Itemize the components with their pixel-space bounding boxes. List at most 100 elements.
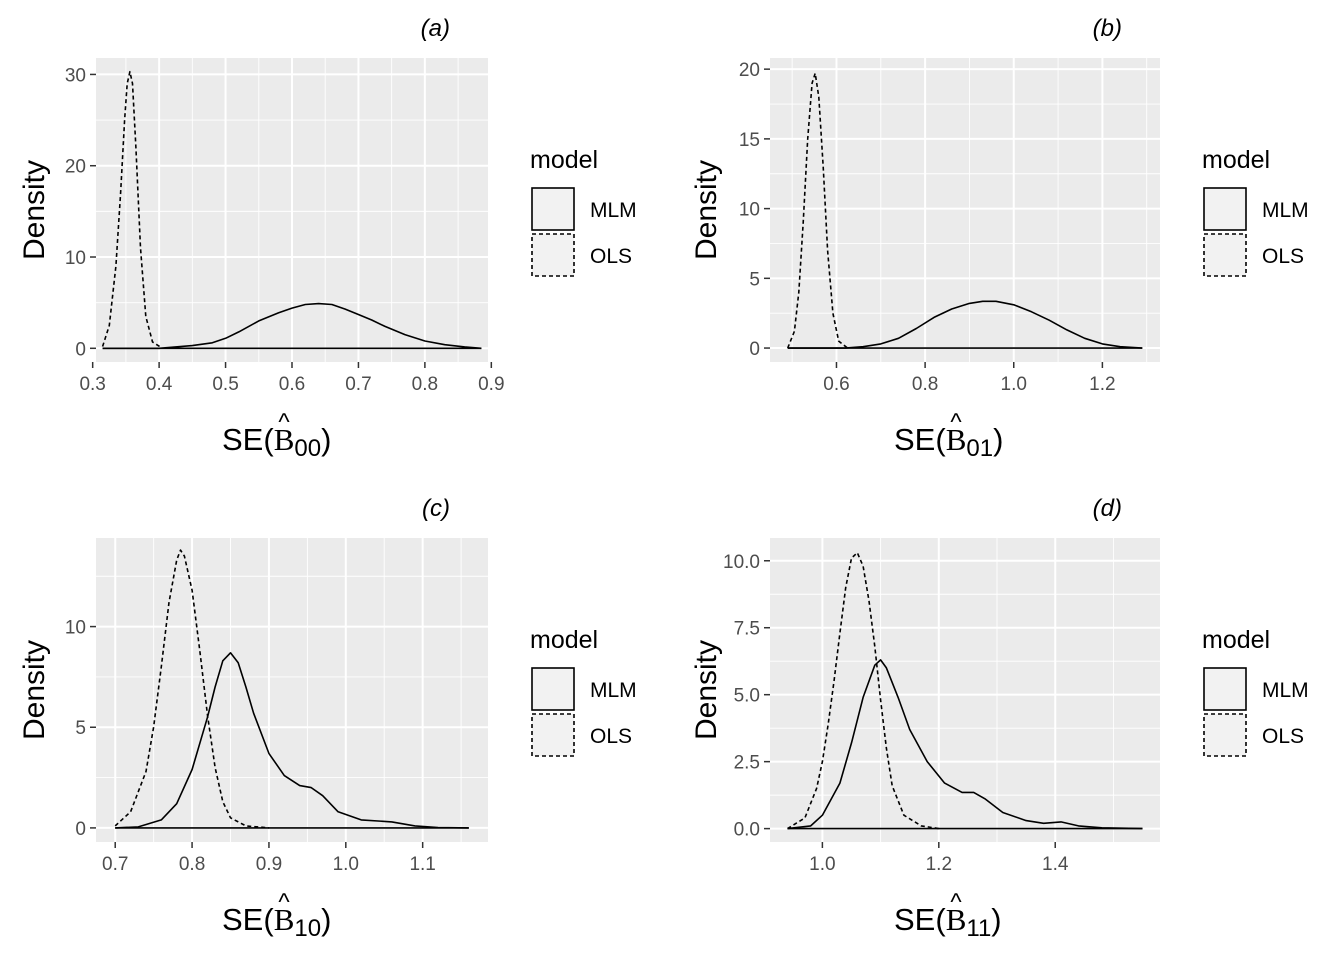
y-tick-label: 5 (749, 269, 760, 290)
density-curve-mlm (787, 659, 1143, 830)
x-axis-title-accent: ^ (950, 409, 962, 436)
y-axis-title: Density (18, 640, 51, 740)
y-tick-label: 15 (739, 130, 760, 151)
legend-key-ols (1203, 713, 1247, 757)
x-tick-label: 1.0 (809, 854, 835, 875)
y-tick-label: 10 (65, 618, 86, 639)
x-tick-label: 1.1 (409, 854, 435, 875)
panel-background (96, 538, 488, 842)
x-tick-label: 1.2 (926, 854, 952, 875)
x-axis-title-suffix: ) (993, 422, 1003, 457)
y-tick-label: 20 (739, 60, 760, 81)
x-axis-title: SE(B00) (222, 422, 331, 462)
y-axis-title: Density (690, 640, 723, 740)
x-axis-title-prefix: SE( (894, 422, 946, 457)
x-tick-label: 0.7 (345, 374, 371, 395)
y-tick-label: 0.0 (734, 820, 760, 841)
x-tick-label: 0.8 (412, 374, 438, 395)
y-tick-label: 30 (65, 65, 86, 86)
panel-title: (c) (422, 495, 450, 522)
x-tick-label: 0.8 (912, 374, 938, 395)
legend-label-ols: OLS (1262, 725, 1304, 748)
x-axis-title-symbol: B (946, 902, 967, 937)
y-tick-label: 20 (65, 157, 86, 178)
legend-label-mlm: MLM (1262, 199, 1309, 222)
y-axis-title: Density (18, 160, 51, 260)
density-curve-ols (786, 72, 849, 349)
x-tick-label: 0.8 (179, 854, 205, 875)
legend-title: model (530, 146, 598, 174)
y-tick-label: 10 (65, 248, 86, 269)
panel-title: (b) (1093, 15, 1122, 42)
panel-c: 0.7 0.8 0.9 1.0 1.10510(c)DensitySE(B10)^mod… (18, 495, 637, 942)
y-tick-label: 7.5 (734, 619, 760, 640)
x-tick-label: 0.5 (212, 374, 238, 395)
x-tick-label: 0.3 (79, 374, 105, 395)
panel-title: (d) (1093, 495, 1122, 522)
density-curve-ols (787, 551, 939, 830)
legend-label-mlm: MLM (1262, 679, 1309, 702)
x-axis-title-subscript: 11 (966, 915, 991, 942)
x-axis-title-symbol: B (274, 422, 295, 457)
legend-key-mlm (1203, 187, 1247, 231)
legend-key-mlm (531, 187, 575, 231)
x-axis-title-suffix: ) (321, 422, 331, 457)
x-axis-title: SE(B11) (894, 902, 1002, 942)
x-axis-title-suffix: ) (321, 902, 331, 937)
density-curve-ols (101, 70, 163, 349)
panel-a: 0.3 0.4 0.5 0.6 0.7 0.8 0.9 0 10 20 30 (a) Density SE… (18, 15, 637, 462)
panel-b: 0.6 0.8 1.0 1.205101520(b)DensitySE(B01)^mo… (690, 15, 1309, 462)
y-tick-label: 5.0 (734, 686, 760, 707)
x-axis-title-accent: ^ (278, 889, 290, 916)
y-tick-label: 0 (749, 339, 760, 360)
x-tick-label: 1.0 (1001, 374, 1027, 395)
legend-title: model (530, 626, 598, 654)
legend-key-mlm (531, 667, 575, 711)
x-tick-label: 0.6 (823, 374, 849, 395)
legend-title: model (1202, 626, 1270, 654)
legend-label-mlm: MLM (590, 199, 637, 222)
panel-d: 1.0 1.2 1.4 0.0 2.5 5.0 7.5 10.0 (d) Density SE(B1… (690, 495, 1309, 942)
legend-key-ols (531, 713, 575, 757)
x-tick-label: 0.6 (279, 374, 305, 395)
x-tick-label: 0.9 (478, 374, 504, 395)
x-axis-title-prefix: SE( (222, 902, 274, 937)
y-tick-label: 10 (739, 200, 760, 221)
x-tick-label: 1.2 (1089, 374, 1115, 395)
x-tick-label: 0.7 (102, 854, 128, 875)
x-tick-label: 1.0 (333, 854, 359, 875)
density-curve-mlm (787, 300, 1143, 349)
y-tick-label: 0 (75, 339, 86, 360)
legend-label-ols: OLS (590, 725, 632, 748)
legend-label-ols: OLS (590, 245, 632, 268)
density-curve-mlm (115, 652, 469, 829)
x-axis-title-accent: ^ (950, 889, 962, 916)
x-axis-title-subscript: 01 (966, 435, 993, 462)
legend-key-mlm (1203, 667, 1247, 711)
x-axis-title-accent: ^ (278, 409, 290, 436)
x-tick-label: 1.4 (1042, 854, 1069, 875)
y-axis-title: Density (690, 160, 723, 260)
legend-key-ols (1203, 233, 1247, 277)
x-axis-title-prefix: SE( (894, 902, 946, 937)
y-tick-label: 10.0 (723, 552, 760, 573)
panel-title: (a) (421, 15, 450, 42)
y-tick-label: 0 (75, 819, 86, 840)
panel-background (770, 538, 1160, 842)
x-axis-title-symbol: B (274, 902, 295, 937)
legend-label-ols: OLS (1262, 245, 1304, 268)
panel-background (770, 58, 1160, 362)
x-axis-title-suffix: ) (991, 902, 1001, 937)
y-tick-label: 2.5 (734, 753, 760, 774)
x-axis-title-subscript: 10 (294, 915, 321, 942)
legend-label-mlm: MLM (590, 679, 637, 702)
x-tick-label: 0.9 (256, 854, 282, 875)
density-curve-ols (114, 549, 269, 829)
x-axis-title-symbol: B (946, 422, 967, 457)
x-axis-title-subscript: 00 (294, 435, 321, 462)
x-axis-title: SE(B01) (894, 422, 1003, 462)
legend-key-ols (531, 233, 575, 277)
x-axis-title-prefix: SE( (222, 422, 274, 457)
density-curve-mlm (102, 302, 482, 350)
